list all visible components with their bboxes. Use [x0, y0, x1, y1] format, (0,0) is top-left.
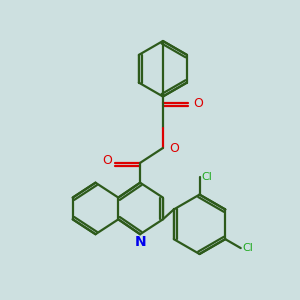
Text: O: O — [103, 154, 112, 167]
Text: N: N — [134, 235, 146, 249]
Text: Cl: Cl — [243, 243, 254, 253]
Text: O: O — [194, 97, 203, 110]
Text: Cl: Cl — [202, 172, 212, 182]
Text: O: O — [169, 142, 179, 154]
